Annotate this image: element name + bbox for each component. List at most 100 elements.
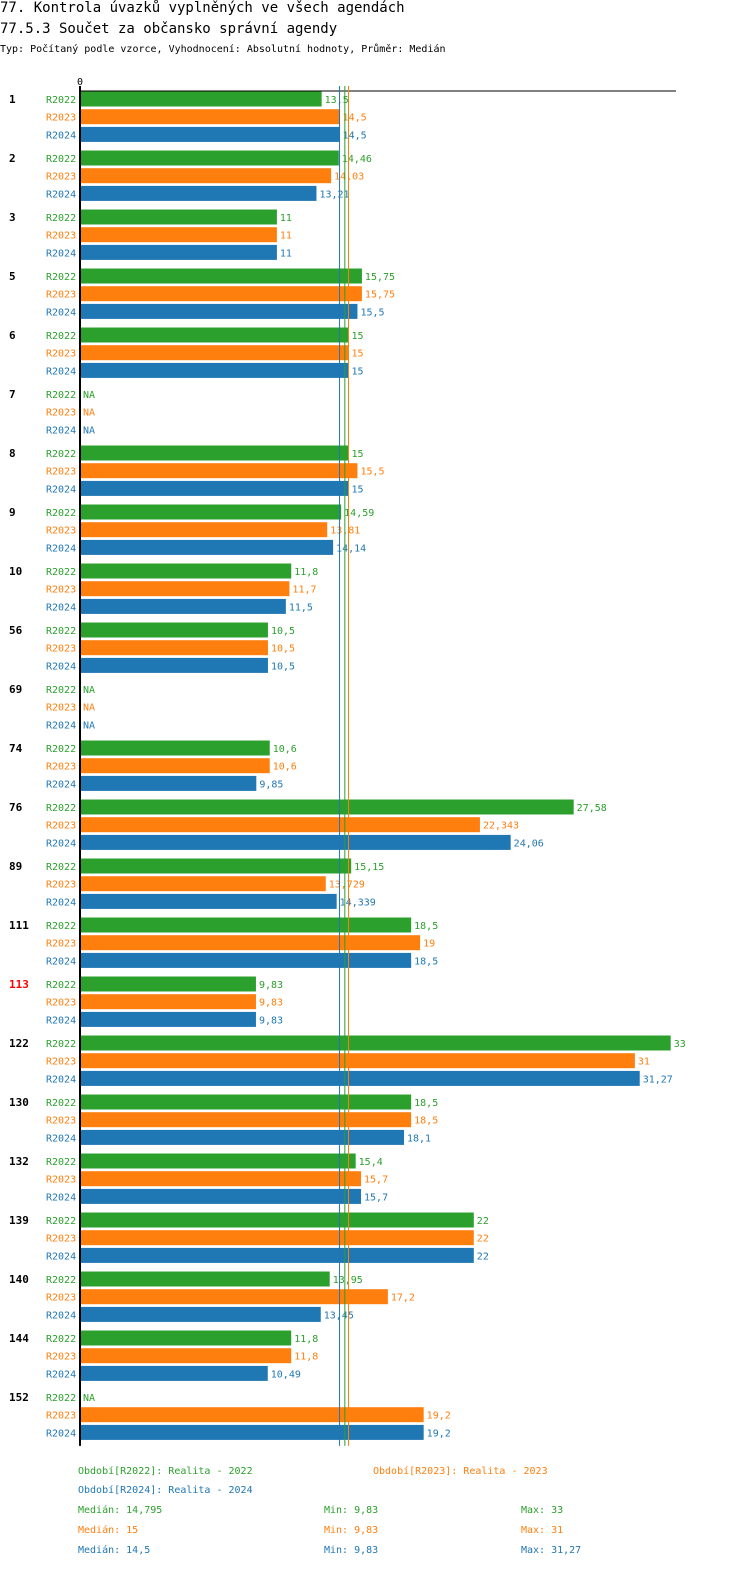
bar-122-R2022	[80, 1035, 671, 1051]
series-label: R2024	[46, 543, 76, 554]
series-label: R2022	[46, 626, 76, 637]
series-label: R2024	[46, 425, 76, 436]
group-label-69: 69	[9, 683, 22, 696]
bar-140-R2024	[80, 1306, 321, 1322]
group-label-9: 9	[9, 506, 16, 519]
chart-subtitle: 77.5.3 Součet za občansko správní agendy	[0, 21, 338, 37]
series-label: R2024	[46, 897, 76, 908]
value-label: 14,5	[343, 113, 367, 124]
bar-6-R2023	[80, 345, 349, 361]
series-label: R2022	[46, 862, 76, 873]
bar-113-R2024	[80, 1011, 256, 1027]
group-label-76: 76	[9, 801, 23, 814]
value-label: 19,2	[427, 1411, 451, 1422]
value-label: 22	[477, 1251, 489, 1262]
legend-r2022: Období[R2022]: Realita - 2022	[78, 1466, 253, 1477]
value-label: 11,8	[294, 1334, 318, 1345]
stat-median-r2023: Medián: 15	[78, 1525, 139, 1536]
bar-6-R2024	[80, 362, 349, 378]
value-label: 31	[638, 1057, 650, 1068]
group-label-122: 122	[9, 1037, 29, 1050]
series-label: R2022	[46, 567, 76, 578]
series-label: R2022	[46, 508, 76, 519]
value-label: 15,4	[359, 1157, 383, 1168]
value-label: 22	[477, 1216, 489, 1227]
stat-max-r2024: Max: 31,27	[521, 1545, 582, 1556]
series-label: R2023	[46, 1175, 76, 1186]
bar-3-R2023	[80, 227, 277, 243]
series-label: R2024	[46, 1074, 76, 1085]
value-label: 10,6	[273, 744, 297, 755]
na-label: NA	[83, 425, 95, 436]
bar-2-R2022	[80, 150, 339, 166]
series-label: R2024	[46, 1251, 76, 1262]
group-label-144: 144	[9, 1332, 29, 1345]
bar-132-R2024	[80, 1188, 362, 1204]
value-label: 13,21	[319, 189, 349, 200]
series-label: R2023	[46, 1116, 76, 1127]
chart-title: 77. Kontrola úvazků vyplněných ve všech …	[0, 0, 405, 16]
value-label: 14,14	[336, 543, 366, 554]
group-label-56: 56	[9, 624, 23, 637]
series-label: R2023	[46, 467, 76, 478]
bar-144-R2022	[80, 1330, 292, 1346]
group-label-139: 139	[9, 1214, 29, 1227]
value-label: 19	[423, 939, 435, 950]
series-label: R2023	[46, 585, 76, 596]
stat-min-r2022: Min: 9,83	[324, 1505, 379, 1516]
series-label: R2022	[46, 744, 76, 755]
bar-8-R2024	[80, 480, 349, 496]
value-label: 19,2	[427, 1428, 451, 1439]
value-label: 15	[352, 484, 364, 495]
value-label: 11,5	[289, 602, 313, 613]
series-label: R2024	[46, 189, 76, 200]
value-label: 10,5	[271, 626, 295, 637]
value-label: 14,46	[342, 154, 372, 165]
series-label: R2022	[46, 685, 76, 696]
group-label-1: 1	[9, 93, 16, 106]
value-label: 14,339	[340, 897, 376, 908]
stat-min-r2024: Min: 9,83	[324, 1545, 379, 1556]
value-label: 14,03	[334, 172, 364, 183]
bar-89-R2022	[80, 858, 352, 874]
series-label: R2024	[46, 661, 76, 672]
series-label: R2023	[46, 644, 76, 655]
bar-10-R2022	[80, 563, 292, 579]
series-label: R2023	[46, 821, 76, 832]
bar-76-R2022	[80, 799, 574, 815]
group-label-3: 3	[9, 211, 16, 224]
series-label: R2023	[46, 998, 76, 1009]
group-label-2: 2	[9, 152, 16, 165]
group-label-152: 152	[9, 1391, 29, 1404]
bar-76-R2024	[80, 834, 511, 850]
bar-74-R2022	[80, 740, 270, 756]
series-label: R2022	[46, 390, 76, 401]
bar-9-R2024	[80, 539, 334, 555]
bar-139-R2024	[80, 1247, 474, 1263]
value-label: 18,5	[414, 921, 438, 932]
value-label: 10,5	[271, 661, 295, 672]
value-label: 11	[280, 231, 292, 242]
series-label: R2024	[46, 838, 76, 849]
value-label: 22	[477, 1234, 489, 1245]
bar-56-R2022	[80, 622, 268, 638]
series-label: R2023	[46, 231, 76, 242]
bar-111-R2022	[80, 917, 412, 933]
bar-130-R2022	[80, 1094, 412, 1110]
chart-type-line: Typ: Počítaný podle vzorce, Vyhodnocení:…	[0, 44, 446, 55]
bar-76-R2023	[80, 817, 480, 833]
value-label: 11	[280, 213, 292, 224]
group-label-130: 130	[9, 1096, 29, 1109]
bar-56-R2024	[80, 657, 268, 673]
series-label: R2022	[46, 1157, 76, 1168]
series-label: R2023	[46, 526, 76, 537]
value-label: 24,06	[514, 838, 544, 849]
bar-139-R2022	[80, 1212, 474, 1228]
series-label: R2022	[46, 803, 76, 814]
series-label: R2024	[46, 1192, 76, 1203]
bar-3-R2024	[80, 244, 277, 260]
series-label: R2023	[46, 408, 76, 419]
value-label: 10,5	[271, 644, 295, 655]
series-label: R2024	[46, 602, 76, 613]
series-label: R2022	[46, 213, 76, 224]
